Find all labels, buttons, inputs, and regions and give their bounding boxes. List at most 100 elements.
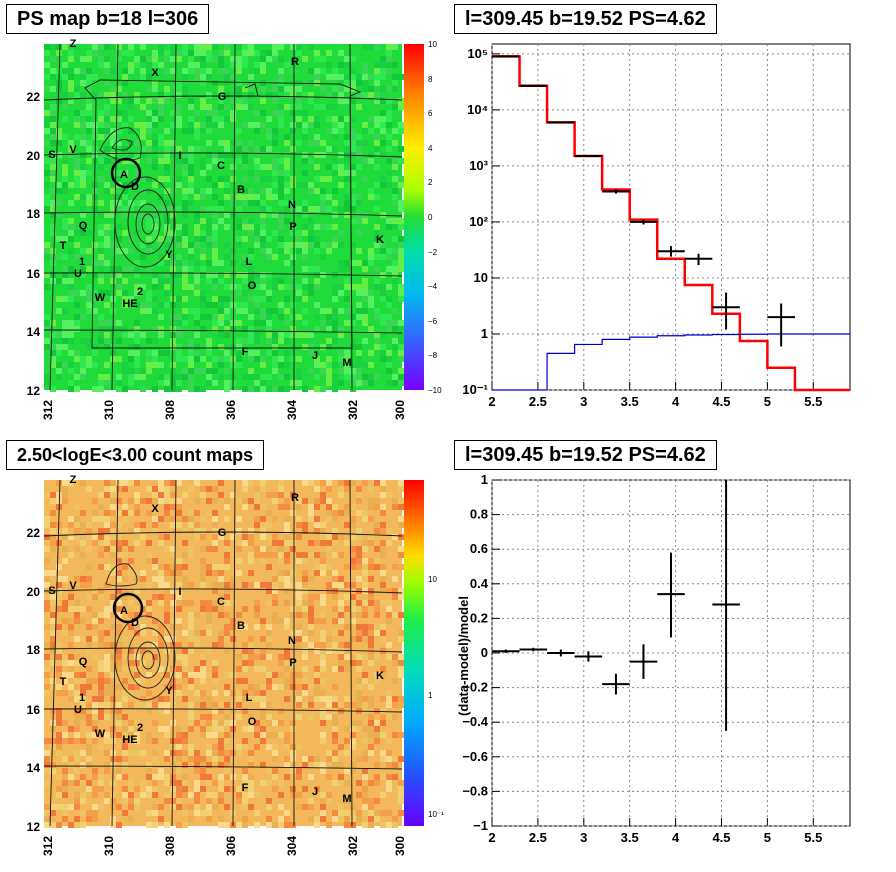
map-pixel [170,480,176,486]
map-pixel [350,618,356,624]
map-pixel [50,164,56,170]
map-pixel [68,290,74,296]
map-pixel [86,80,92,86]
map-pixel [158,564,164,570]
map-pixel [86,528,92,534]
map-pixel [338,350,344,356]
map-pixel [170,110,176,116]
map-pixel [320,798,326,804]
map-pixel [56,236,62,242]
map-pixel [218,62,224,68]
map-pixel [92,122,98,128]
map-pixel [152,308,158,314]
map-pixel [74,92,80,98]
map-pixel [188,182,194,188]
map-pixel [122,206,128,212]
map-pixel [116,356,122,362]
map-source-label: G [218,91,227,103]
map-pixel [206,362,212,368]
map-pixel [98,254,104,260]
map-pixel [134,804,140,810]
map-pixel [350,74,356,80]
map-pixel [236,702,242,708]
map-pixel [320,140,326,146]
map-pixel [320,618,326,624]
map-pixel [380,116,386,122]
map-pixel [122,110,128,116]
map-pixel [110,792,116,798]
map-pixel [260,200,266,206]
spectrum-plot-area [491,43,851,391]
map-pixel [164,56,170,62]
map-pixel [266,702,272,708]
map-pixel [266,236,272,242]
map-pixel [374,564,380,570]
map-pixel [74,600,80,606]
map-pixel [278,780,284,786]
map-pixel [218,750,224,756]
map-pixel [320,362,326,368]
map-pixel [266,188,272,194]
map-pixel [248,534,254,540]
map-pixel [302,254,308,260]
map-pixel [128,128,134,134]
map-pixel [98,708,104,714]
map-pixel [380,570,386,576]
map-pixel [350,98,356,104]
map-pixel [152,98,158,104]
map-pixel [104,230,110,236]
map-pixel [332,146,338,152]
map-pixel [254,696,260,702]
map-pixel [398,254,404,260]
map-pixel [266,534,272,540]
map-pixel [326,248,332,254]
map-pixel [188,552,194,558]
map-pixel [326,380,332,386]
map-pixel [326,750,332,756]
map-pixel [350,134,356,140]
map-pixel [260,50,266,56]
map-pixel [314,104,320,110]
map-pixel [266,134,272,140]
ps-colorbar-tick: −8 [428,351,438,360]
map-pixel [206,816,212,822]
map-pixel [182,308,188,314]
map-pixel [140,122,146,128]
map-pixel [170,368,176,374]
map-pixel [206,338,212,344]
map-pixel [392,104,398,110]
map-pixel [92,708,98,714]
map-pixel [92,516,98,522]
map-pixel [86,522,92,528]
map-pixel [224,44,230,50]
map-pixel [80,702,86,708]
map-pixel [152,86,158,92]
map-pixel [320,648,326,654]
map-pixel [56,92,62,98]
map-pixel [56,140,62,146]
map-pixel [326,486,332,492]
map-pixel [98,528,104,534]
map-pixel [152,50,158,56]
map-pixel [272,332,278,338]
map-pixel [248,194,254,200]
map-pixel [56,50,62,56]
map-pixel [362,540,368,546]
map-pixel [146,98,152,104]
map-pixel [266,732,272,738]
map-pixel [206,744,212,750]
map-pixel [140,242,146,248]
map-pixel [200,696,206,702]
map-pixel [80,272,86,278]
map-pixel [68,804,74,810]
map-pixel [194,320,200,326]
map-pixel [344,780,350,786]
map-pixel [80,356,86,362]
map-pixel [386,326,392,332]
map-pixel [326,362,332,368]
map-pixel [308,92,314,98]
map-pixel [134,260,140,266]
map-pixel [296,624,302,630]
map-pixel [212,516,218,522]
map-pixel [344,810,350,816]
